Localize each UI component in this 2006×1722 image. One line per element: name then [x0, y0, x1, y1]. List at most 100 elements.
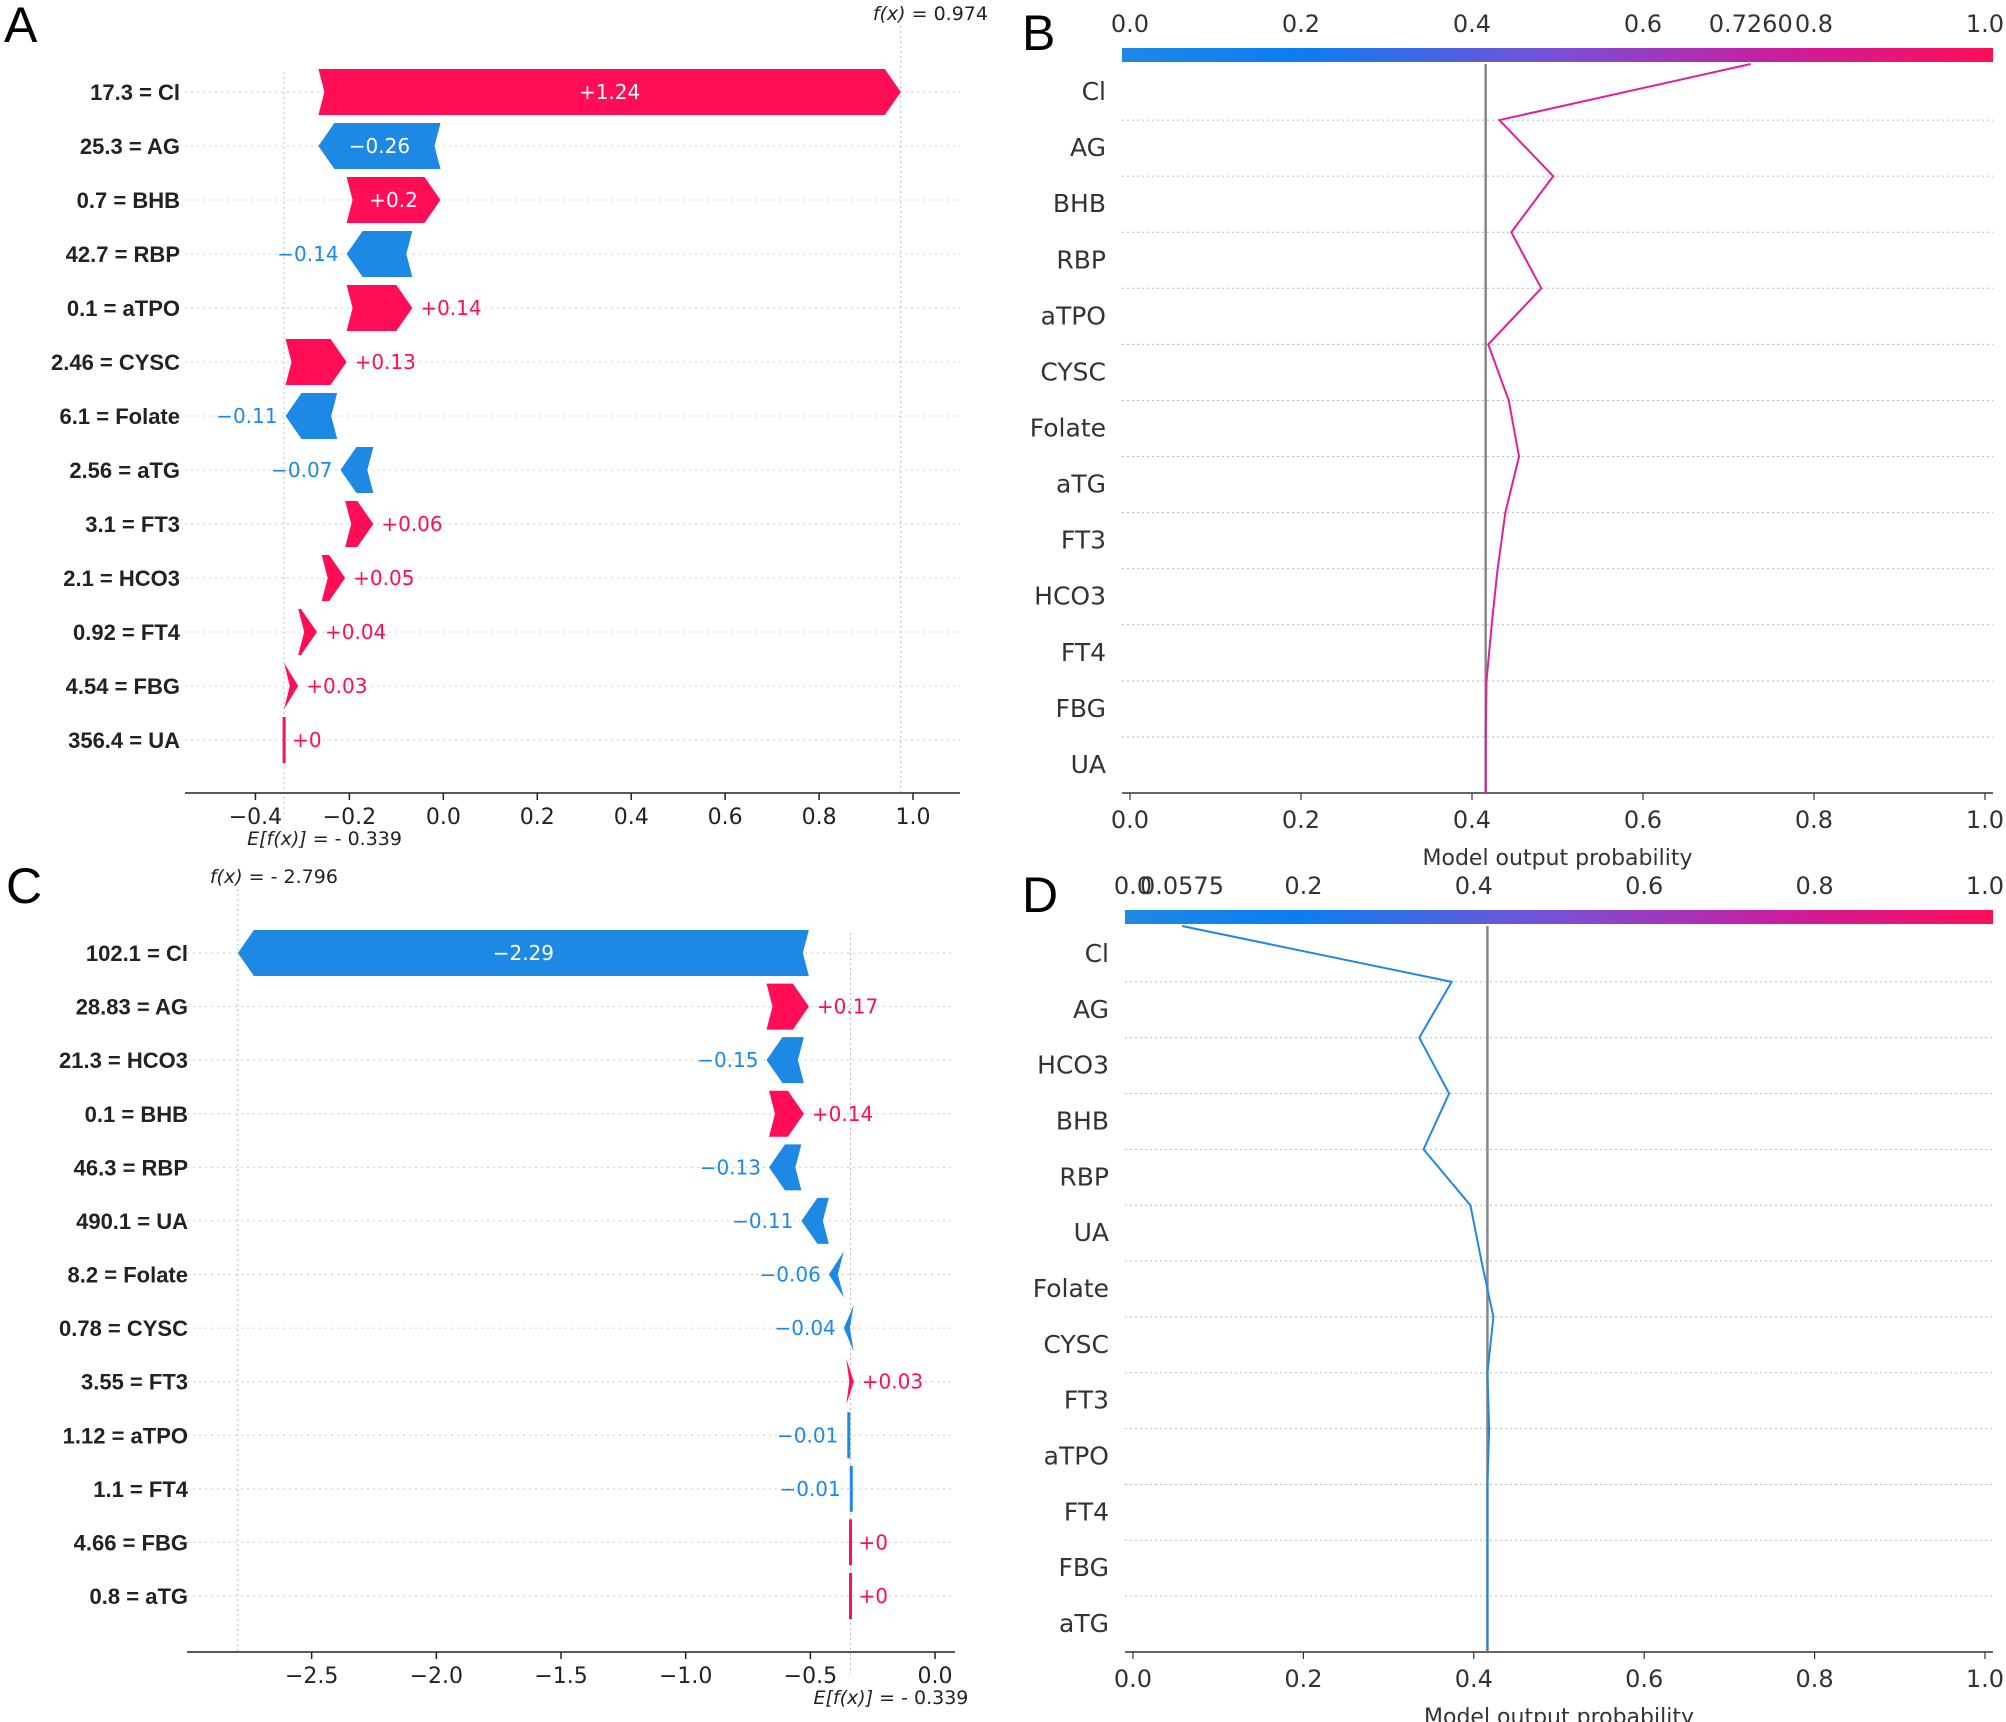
bar-AG	[766, 983, 809, 1030]
top-tick-label: 0.0	[1111, 10, 1149, 38]
feature-label: 21.3 = HCO3	[59, 1048, 188, 1073]
bar-value-label: +0	[292, 728, 321, 752]
bar-value-label: −0.07	[271, 458, 332, 482]
bar-value-label: +0.05	[353, 566, 414, 590]
feature-label: 1.1 = FT4	[93, 1477, 189, 1502]
final-value-label: 0.7260	[1709, 10, 1793, 38]
panel-b-decision-plot: B 0.0 0.0 0.2 0.2 0.4 0.4 0.6 0.6 0.8 0.8 1.0 1.0 0.7…	[1022, 5, 2004, 871]
x-axis-title: Model output probability	[1424, 1705, 1694, 1722]
feature-label: 0.1 = BHB	[85, 1102, 188, 1127]
bar-HCO3	[766, 1037, 804, 1084]
feature-label: Cl	[1085, 939, 1109, 968]
decision-path	[1181, 925, 1495, 1652]
feature-label: 25.3 = AG	[80, 134, 180, 159]
bottom-tick-label: 0.6	[1624, 806, 1662, 834]
feature-label: AG	[1070, 133, 1106, 162]
feature-label: Folate	[1033, 1274, 1109, 1303]
efx-annotation: E[f(x)] = - 0.339	[247, 828, 402, 850]
feature-label: BHB	[1056, 1106, 1109, 1135]
bar-value-label: −0.01	[779, 1477, 840, 1501]
bar-BHB	[768, 1090, 804, 1137]
top-tick-label: 0.2	[1284, 872, 1322, 900]
feature-label: 0.92 = FT4	[73, 620, 181, 645]
feature-label: FT4	[1064, 1497, 1109, 1526]
feature-label: BHB	[1053, 189, 1106, 218]
top-tick-label: 0.6	[1624, 10, 1662, 38]
top-tick-label: 0.4	[1455, 872, 1493, 900]
bottom-tick-label: 1.0	[1966, 806, 2004, 834]
feature-label: HCO3	[1037, 1051, 1109, 1080]
bottom-tick-label: 0.2	[1282, 806, 1320, 834]
colorbar	[1125, 910, 1993, 924]
bottom-tick-label: 0.8	[1795, 806, 1833, 834]
feature-label: 0.7 = BHB	[77, 188, 180, 213]
feature-label: FT4	[1061, 638, 1106, 667]
bar-value-label: −0.06	[760, 1263, 821, 1287]
feature-label: 46.3 = RBP	[74, 1155, 188, 1180]
bar-value-label: −0.11	[216, 404, 277, 428]
feature-label: 1.12 = aTPO	[63, 1423, 188, 1448]
bar-value-label: −2.29	[493, 941, 554, 965]
panel-letter: B	[1022, 5, 1055, 61]
bar-value-label: −0.26	[349, 134, 410, 158]
panel-d-decision-plot: D 0.0 0.0 0.2 0.2 0.4 0.4 0.6 0.6 0.8 0.8 1.0 1.0 0.0…	[1022, 867, 2004, 1722]
feature-label: Folate	[1030, 414, 1106, 443]
bottom-tick-label: 0.0	[1111, 806, 1149, 834]
bar-value-label: +0.03	[306, 674, 367, 698]
bar-value-label: +0.2	[369, 188, 418, 212]
fx-annotation: f(x) = - 2.796	[210, 866, 338, 888]
bar-FT4	[298, 609, 317, 655]
top-tick-label: 0.8	[1796, 872, 1834, 900]
bar-CYSC	[843, 1305, 854, 1352]
x-tick-label: 1.0	[896, 805, 931, 830]
bar-UA	[801, 1197, 829, 1244]
feature-label: FBG	[1059, 1553, 1109, 1582]
panel-c-waterfall: C −2.29 102.1 = Cl +0.17 28.83 = AG −0.15 21.3…	[6, 858, 968, 1709]
bottom-tick-label: 0.0	[1114, 1665, 1152, 1693]
top-tick-label: 0.4	[1453, 10, 1491, 38]
bar-value-label: −0.13	[700, 1155, 761, 1179]
bar-FT3	[846, 1358, 854, 1405]
bar-value-label: +1.24	[579, 80, 640, 104]
bar-value-label: +0.14	[812, 1102, 873, 1126]
bottom-tick-label: 0.4	[1455, 1665, 1493, 1693]
feature-label: 2.1 = HCO3	[63, 566, 180, 591]
x-tick-label: −2.5	[285, 1664, 338, 1689]
feature-label: HCO3	[1034, 582, 1106, 611]
top-tick-label: 1.0	[1966, 10, 2004, 38]
x-tick-label: 0.0	[918, 1664, 953, 1689]
feature-label: aTG	[1059, 1609, 1109, 1638]
feature-label: aTPO	[1041, 301, 1106, 330]
feature-label: 490.1 = UA	[76, 1209, 188, 1234]
x-tick-label: −2.0	[410, 1664, 463, 1689]
panel-a-waterfall: A +1.24 17.3 = Cl −0.26 25.3 = AG +0.2 0.7 = B…	[4, 0, 988, 850]
bar-RBP	[768, 1144, 802, 1191]
bar-value-label: +0.13	[355, 350, 416, 374]
bar-RBP	[346, 231, 413, 277]
bar-value-label: +0	[859, 1584, 888, 1608]
feature-label: UA	[1074, 1218, 1109, 1247]
efx-annotation: E[f(x)] = - 0.339	[814, 1687, 969, 1709]
bar-Cl	[318, 69, 901, 115]
bar-Folate	[285, 393, 338, 439]
feature-label: 102.1 = Cl	[86, 941, 188, 966]
feature-label: CYSC	[1043, 1330, 1109, 1359]
final-value-label: 0.0575	[1140, 872, 1224, 900]
top-tick-label: 1.0	[1966, 872, 2004, 900]
bottom-tick-label: 1.0	[1966, 1665, 2004, 1693]
bar-value-label: −0.15	[697, 1048, 758, 1072]
bar-aTG	[340, 447, 374, 493]
bar-value-label: −0.11	[732, 1209, 793, 1233]
bar-value-label: +0.06	[381, 512, 442, 536]
bar-value-label: −0.14	[277, 242, 338, 266]
x-tick-label: −0.5	[784, 1664, 837, 1689]
bar-BHB	[346, 177, 441, 223]
bar-AG	[318, 123, 441, 169]
x-tick-label: −1.5	[534, 1664, 587, 1689]
feature-label: FT3	[1064, 1386, 1109, 1415]
feature-label: aTG	[1056, 470, 1106, 499]
feature-label: 4.54 = FBG	[66, 674, 180, 699]
feature-label: 0.78 = CYSC	[59, 1316, 188, 1341]
bottom-tick-label: 0.4	[1453, 806, 1491, 834]
feature-label: aTPO	[1044, 1442, 1109, 1471]
